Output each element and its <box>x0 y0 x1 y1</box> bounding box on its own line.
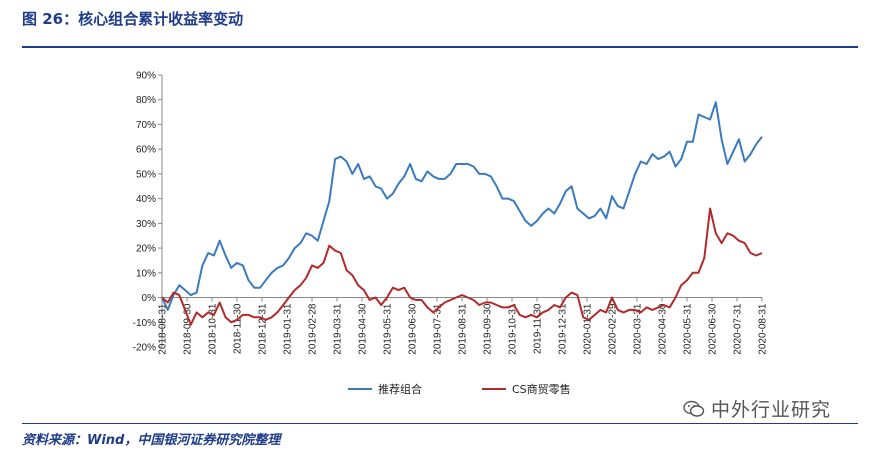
watermark-text: 中外行业研究 <box>711 399 832 421</box>
y-tick-label: 10% <box>136 268 156 279</box>
y-axis-ticks: 90% 80% 70% 60% 50% 40% 30% 20% 10% 0% -10% -20% <box>133 71 162 354</box>
series-line-2 <box>161 207 763 326</box>
x-tick-label: 2020-05-31 <box>683 303 694 355</box>
wechat-icon <box>683 400 705 417</box>
x-axis-ticks: 2018-08-31 2018-09-30 2018-10-31 2018-11-30… <box>158 297 769 355</box>
header-rule <box>22 46 858 48</box>
x-tick-label: 2018-09-30 <box>183 303 194 355</box>
y-tick-label: 0% <box>142 293 157 304</box>
x-tick-label: 2020-01-31 <box>583 303 594 355</box>
x-tick-label: 2018-11-30 <box>233 303 244 354</box>
y-tick-label: 30% <box>136 219 156 230</box>
x-tick-label: 2018-12-31 <box>258 303 269 355</box>
x-tick-label: 2019-10-31 <box>508 303 519 355</box>
y-tick-label: 40% <box>136 194 156 205</box>
source-note: 资料来源：Wind，中国银河证券研究院整理 <box>22 433 281 448</box>
x-tick-label: 2019-09-30 <box>483 303 494 355</box>
x-tick-label: 2018-10-31 <box>208 303 219 355</box>
x-tick-label: 2020-07-31 <box>733 303 744 355</box>
watermark: 中外行业研究 <box>683 395 831 422</box>
x-tick-label: 2020-02-29 <box>608 303 619 355</box>
y-tick-label: 50% <box>136 169 156 180</box>
x-tick-label: 2019-03-31 <box>333 303 344 355</box>
y-tick-label: 60% <box>136 145 156 156</box>
y-tick-label: 90% <box>136 71 156 82</box>
x-tick-label: 2019-02-28 <box>308 303 319 355</box>
y-tick-label: 70% <box>136 120 156 131</box>
chart-legend: 推荐组合 CS商贸零售 <box>348 382 571 396</box>
legend-label-2: CS商贸零售 <box>512 382 571 396</box>
x-tick-label: 2020-04-30 <box>658 303 669 355</box>
x-tick-label: 2020-08-31 <box>758 303 769 355</box>
footer-rule <box>22 423 858 424</box>
x-tick-label: 2018-08-31 <box>158 303 169 355</box>
series-line-1 <box>161 101 763 311</box>
legend-label-1: 推荐组合 <box>378 382 422 396</box>
x-tick-label: 2019-01-31 <box>283 303 294 355</box>
figure-title: 图 26：核心组合累计收益率变动 <box>22 10 244 28</box>
x-tick-label: 2019-11-30 <box>533 303 544 354</box>
x-tick-label: 2019-07-31 <box>433 303 444 355</box>
x-tick-label: 2020-06-30 <box>708 303 719 355</box>
x-tick-label: 2019-08-31 <box>458 303 469 355</box>
x-tick-label: 2019-06-30 <box>408 303 419 355</box>
series-lines <box>161 101 763 326</box>
y-tick-label: 20% <box>136 244 156 255</box>
y-tick-label: -20% <box>133 343 156 354</box>
y-tick-label: -10% <box>133 318 156 329</box>
x-tick-label: 2019-04-30 <box>358 303 369 355</box>
x-tick-label: 2020-03-31 <box>633 303 644 355</box>
x-tick-label: 2019-12-31 <box>558 303 569 355</box>
x-tick-label: 2019-05-31 <box>383 303 394 355</box>
y-tick-label: 80% <box>136 95 156 106</box>
